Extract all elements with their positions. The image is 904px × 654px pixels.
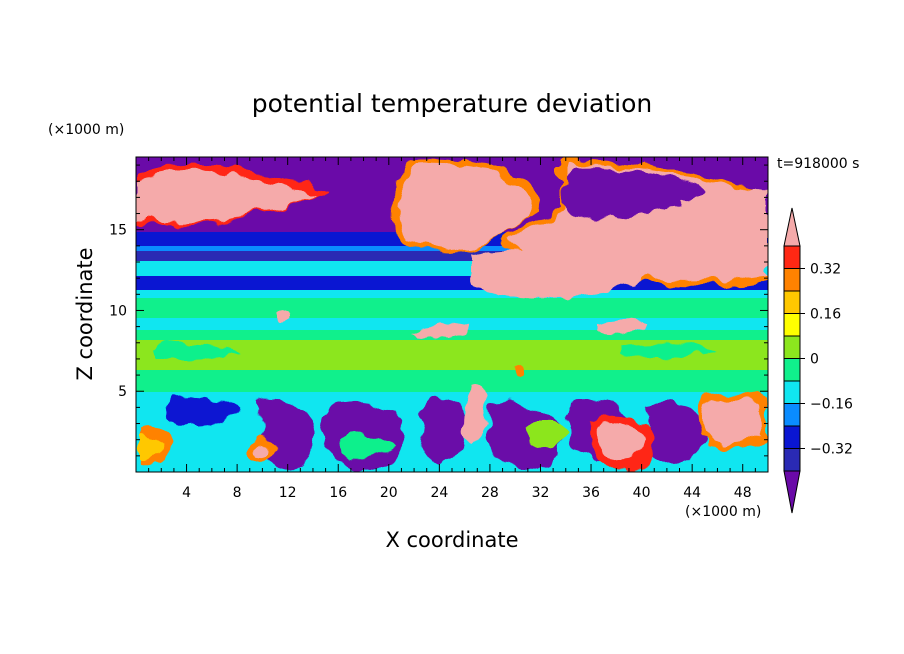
x-tick-label: 48 [734,485,752,501]
x-axis-unit: (×1000 m) [685,504,761,520]
x-tick-label: 28 [481,485,499,501]
y-tick-label: 15 [109,223,127,239]
colorbar-bin [783,403,801,427]
colorbar-label: 0.16 [810,307,841,323]
warm-region-center-core [399,164,531,252]
warm-region-left-top-core [136,171,318,223]
x-tick-label: 4 [182,485,191,501]
y-axis-label: Z coordinate [73,247,97,380]
colorbar-bin [783,245,801,269]
chart-title: potential temperature deviation [252,89,652,118]
x-tick-label: 40 [633,485,651,501]
warm-column [465,388,487,448]
warm-region-lower-b-core [595,422,646,460]
x-tick-label: 16 [329,485,347,501]
cold-region-lower-3 [419,398,469,465]
band-darkblue-1 [136,251,768,261]
colorbar-extend-bottom [783,470,801,514]
colorbar-bin [783,290,801,314]
cold-region-right-inner [561,167,708,221]
band-green-1 [136,298,768,318]
warm-region-lower-left-core [140,436,161,461]
colorbar-label: −0.16 [810,397,853,413]
green-patch-1 [155,342,240,360]
colorbar-labels: 0.32 0.16 0 −0.16 −0.32 [800,262,853,458]
colorbar-bin [783,380,801,404]
x-tick-label: 24 [430,485,448,501]
warm-region-lower-a-core [255,443,272,459]
warm-region-far-right [678,189,768,256]
x-tick-label: 44 [683,485,701,501]
y-axis-unit: (×1000 m) [48,122,124,138]
colorbar-bin [783,313,801,337]
x-axis-ticks: 4 8 12 16 20 24 28 32 36 40 44 48 [148,157,756,501]
green-region-lower-right [525,421,566,447]
upper-layer-blobs [136,159,768,298]
warm-patch-4 [512,365,527,376]
blue-region-lower [166,396,240,426]
colorbar-label: 0 [810,352,819,368]
warm-strip-mid [470,252,643,298]
colorbar-label: 0.32 [810,262,841,278]
cold-region-lower-6 [644,402,706,466]
warm-patch-2 [410,322,470,339]
x-tick-label: 36 [582,485,600,501]
x-tick-label: 32 [532,485,550,501]
plot-area [136,157,768,472]
cold-region-lower-4 [488,402,561,470]
x-tick-label: 8 [233,485,242,501]
y-axis-ticks: 5 10 15 [109,164,768,457]
colorbar-bin [783,425,801,449]
warm-patch-1 [275,305,293,324]
warm-region-lower-right-core [703,399,762,443]
colorbar-bin [783,358,801,382]
lower-layer-blobs [140,388,768,471]
colorbar-extend-top [783,207,801,247]
x-tick-label: 20 [380,485,398,501]
warm-patch-3 [595,319,650,336]
colorbar-label: −0.32 [810,442,853,458]
band-cyan-3 [136,290,768,298]
green-patch-2 [620,342,715,358]
colorbar-bin [783,448,801,472]
band-green-3 [136,370,768,392]
y-tick-label: 5 [118,384,127,400]
colorbar-bin [783,268,801,292]
mid-layer-patches [155,305,715,376]
x-axis-label: X coordinate [385,528,518,552]
colorbar-bin [783,335,801,359]
y-tick-label: 10 [109,303,127,319]
green-region-lower-mid [340,435,395,460]
x-tick-label: 12 [279,485,297,501]
colorbar [783,207,801,514]
time-label: t=918000 s [777,156,859,172]
